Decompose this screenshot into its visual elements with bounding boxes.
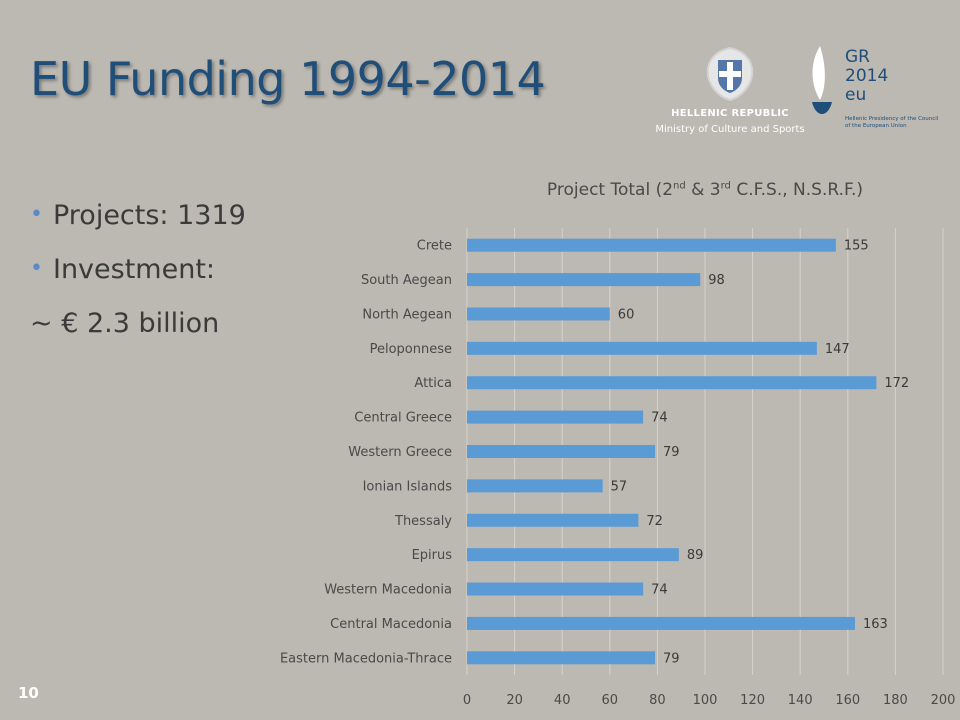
investment-value: ~ € 2.3 billion (30, 308, 220, 339)
gov-logo-subtitle: Ministry of Culture and Sports (655, 124, 805, 135)
presidency-logo-line: 2014 (845, 66, 889, 86)
data-label: 172 (884, 376, 909, 391)
chart-title-part: C.F.S., N.S.R.F.) (730, 180, 864, 200)
data-label: 147 (825, 342, 850, 357)
bar (467, 616, 855, 630)
category-label: North Aegean (362, 307, 452, 322)
presidency-logo-text: GR 2014 eu (845, 48, 888, 105)
bar (467, 341, 817, 355)
data-label: 98 (708, 273, 725, 288)
x-tick-label: 180 (883, 693, 908, 708)
bullet-item: • Investment: (30, 250, 246, 304)
presidency-logo-line: eu (845, 85, 867, 105)
x-tick-label: 80 (649, 693, 666, 708)
bullet-dot-icon: • (30, 256, 43, 281)
presidency-flame-icon (812, 46, 832, 114)
data-label: 163 (863, 617, 888, 632)
category-label: Central Greece (354, 411, 452, 426)
bar (467, 307, 610, 321)
bar (467, 376, 877, 390)
chart-title-sup: rd (720, 180, 731, 192)
data-label: 155 (844, 239, 869, 254)
data-label: 79 (663, 445, 680, 460)
slide-number: 10 (18, 684, 39, 702)
data-label: 72 (646, 514, 663, 529)
category-label: Central Macedonia (330, 617, 452, 632)
bar (467, 445, 656, 458)
presidency-logo-subtitle: Hellenic Presidency of the Council of th… (845, 116, 939, 129)
category-label: Western Macedonia (324, 583, 452, 598)
bar (467, 479, 603, 493)
x-tick-label: 20 (506, 693, 523, 708)
x-tick-label: 120 (740, 693, 765, 708)
category-label: Peloponnese (370, 342, 452, 357)
x-tick-label: 60 (602, 693, 619, 708)
bar (467, 273, 701, 287)
category-label: Eastern Macedonia-Thrace (280, 651, 452, 666)
data-label: 79 (663, 651, 680, 666)
chart-title-sup: nd (673, 180, 686, 192)
bullet-list: • Projects: 1319 • Investment: ~ € 2.3 bil… (30, 196, 246, 358)
chart-title-part: & 3 (685, 180, 721, 200)
slide-title: EU Funding 1994-2014 (30, 52, 546, 106)
hellenic-republic-emblem-icon (706, 46, 754, 102)
bullet-investment: Investment: (52, 254, 216, 285)
category-label: South Aegean (361, 273, 452, 288)
bullet-projects: Projects: 1319 (52, 200, 246, 231)
x-tick-label: 0 (463, 693, 471, 708)
data-label: 89 (687, 548, 704, 563)
category-label: Crete (417, 239, 452, 254)
chart-title: Project Total (2nd & 3rd C.F.S., N.S.R.F… (470, 180, 940, 200)
bullet-dot-icon: • (30, 202, 43, 227)
bullet-item: • Projects: 1319 (30, 196, 246, 250)
x-tick-label: 40 (554, 693, 571, 708)
x-tick-label: 100 (693, 693, 718, 708)
bar (467, 548, 679, 562)
bar (467, 238, 836, 252)
category-label: Thessaly (394, 514, 452, 529)
data-label: 57 (611, 479, 628, 494)
bar (467, 410, 644, 424)
data-label: 74 (651, 583, 668, 598)
category-label: Ionian Islands (363, 479, 453, 494)
gov-logo-title: HELLENIC REPUBLIC (671, 108, 789, 119)
x-tick-label: 140 (788, 693, 813, 708)
bar (467, 513, 639, 527)
x-tick-label: 200 (931, 693, 956, 708)
bar (467, 582, 644, 596)
chart-title-part: Project Total (2 (546, 180, 674, 200)
category-label: Attica (414, 376, 452, 391)
data-label: 60 (618, 307, 635, 322)
category-label: Western Greece (348, 445, 452, 460)
bar (467, 651, 656, 665)
data-label: 74 (651, 411, 668, 426)
presidency-logo-line: GR (845, 47, 870, 67)
category-label: Epirus (412, 548, 453, 563)
x-tick-label: 160 (835, 693, 860, 708)
